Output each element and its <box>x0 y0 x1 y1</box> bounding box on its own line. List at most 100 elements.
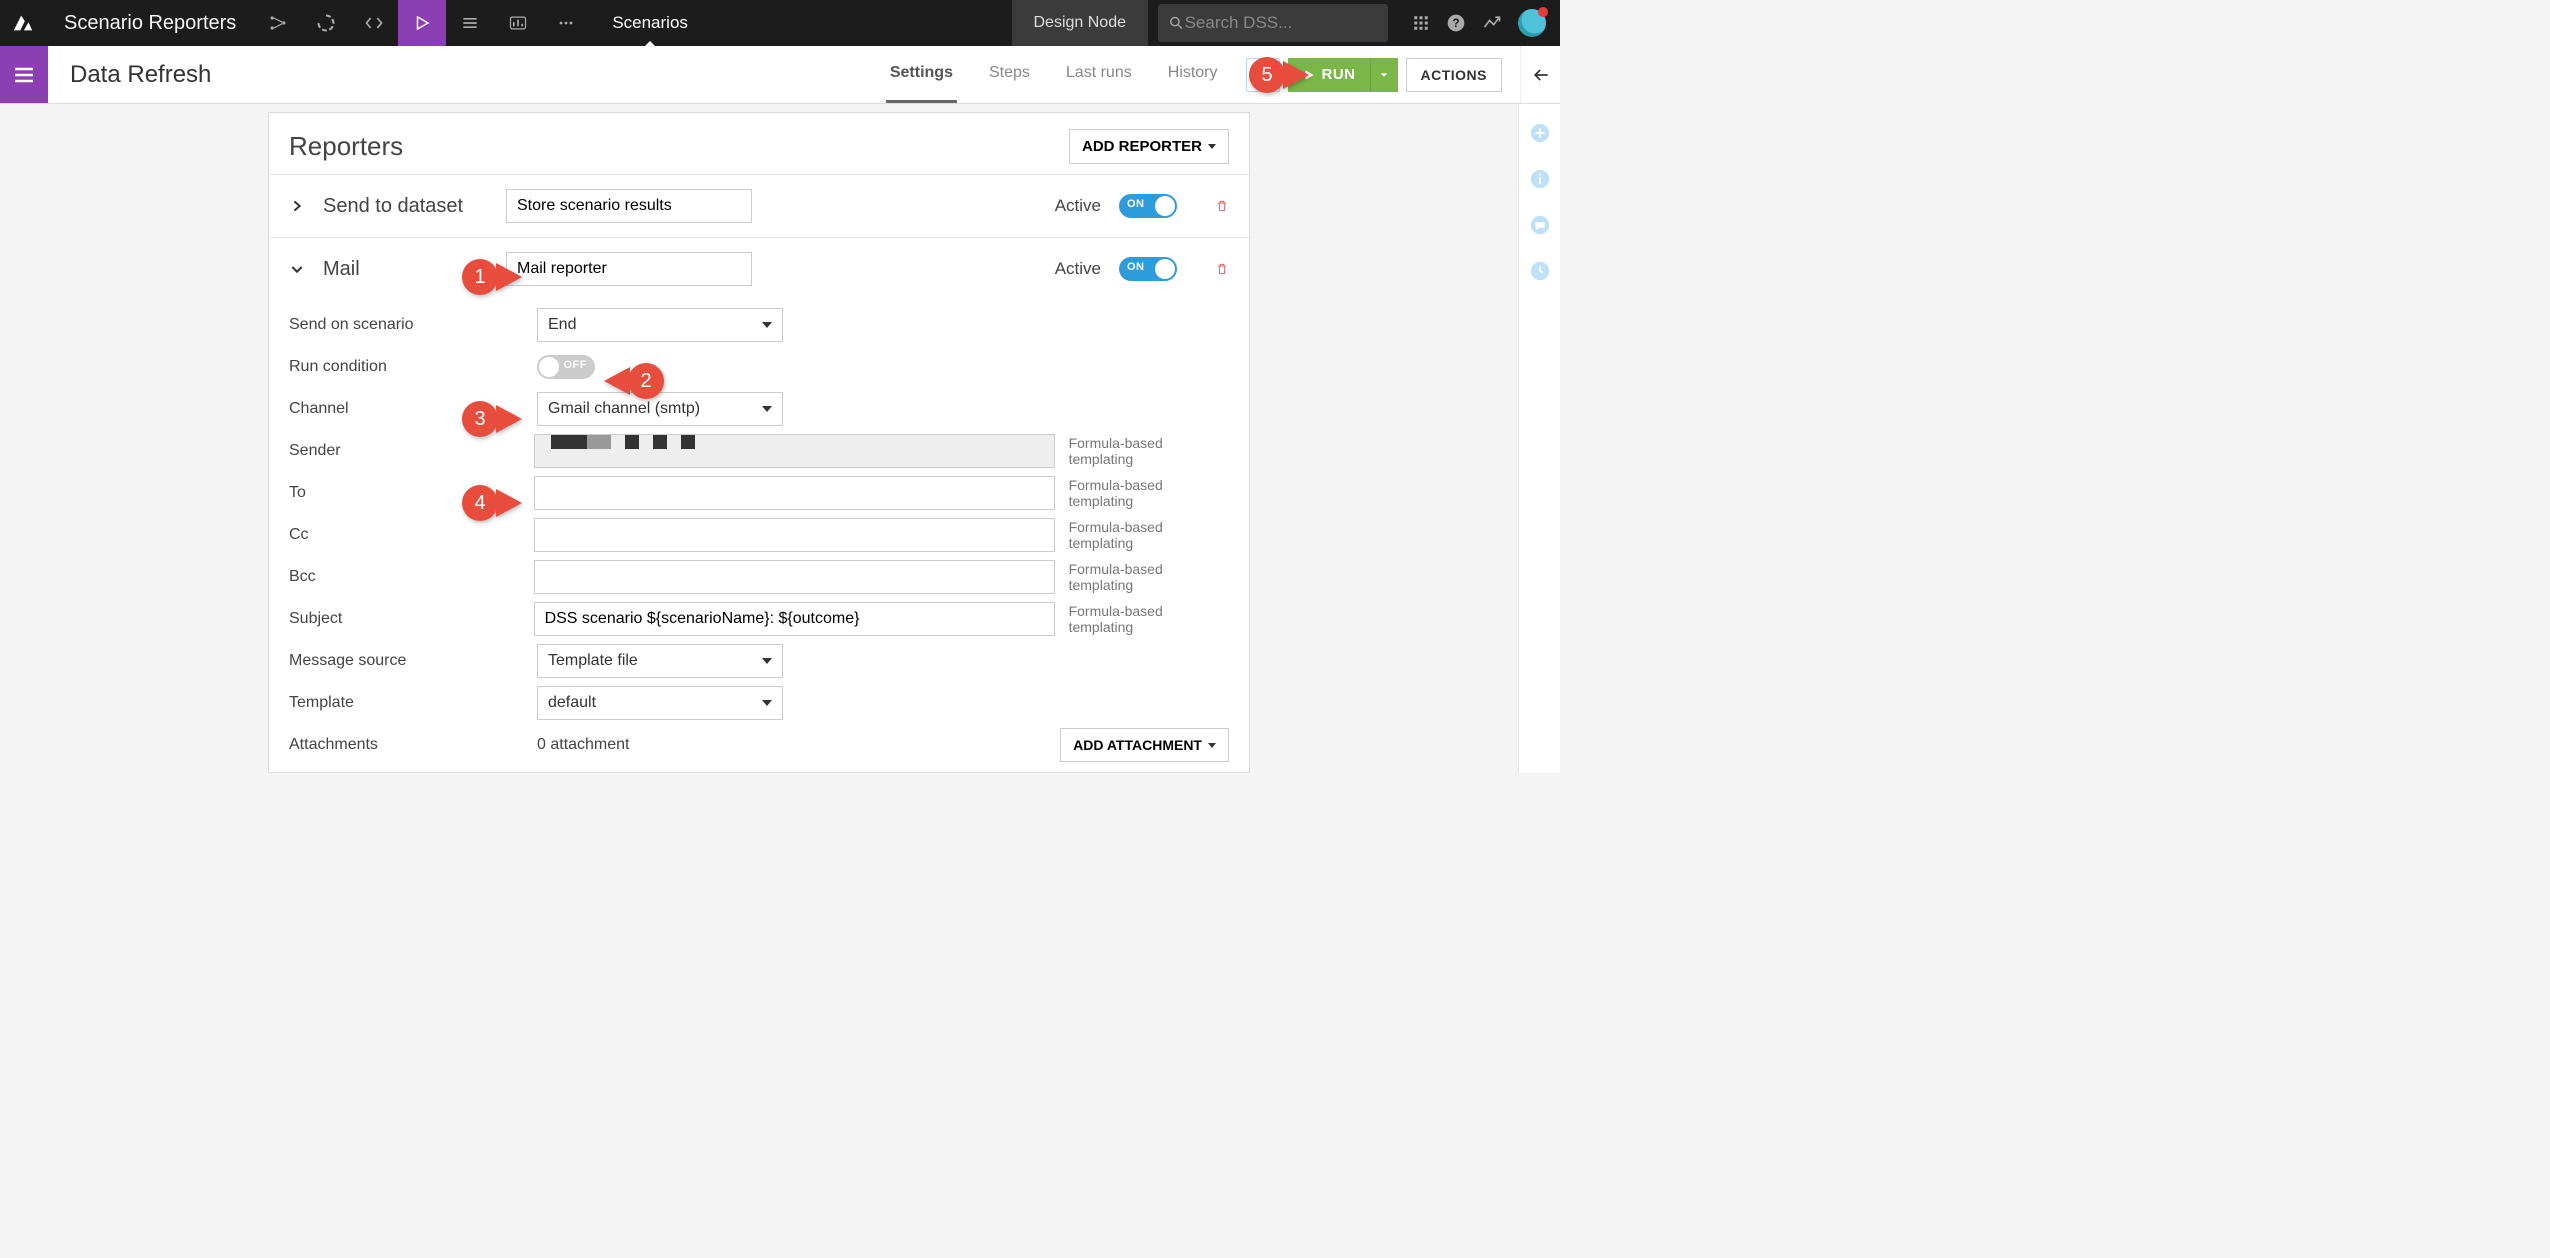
panel-heading: Reporters <box>289 131 403 162</box>
chevron-down-icon <box>762 700 772 706</box>
dashboard-icon[interactable] <box>494 0 542 46</box>
run-label: RUN <box>1322 66 1356 83</box>
chevron-down-icon <box>762 406 772 412</box>
label-subject: Subject <box>289 610 534 628</box>
right-rail <box>1518 104 1560 773</box>
reporter-row-dataset: Send to dataset Active ON <box>269 174 1249 237</box>
hint-cc: Formula-based templating <box>1069 519 1229 551</box>
top-nav-icons <box>254 0 590 46</box>
trash-icon[interactable] <box>1215 262 1229 276</box>
input-bcc[interactable] <box>534 560 1055 594</box>
reporter-name-input[interactable] <box>506 252 752 286</box>
top-bar: Scenario Reporters Scenarios Design Node… <box>0 0 1560 46</box>
reporter-name: Send to dataset <box>323 195 488 218</box>
chevron-down-icon <box>1208 743 1216 748</box>
label-to: To <box>289 484 534 502</box>
circle-icon[interactable] <box>302 0 350 46</box>
chevron-down-icon <box>762 658 772 664</box>
info-circle-icon[interactable] <box>1529 168 1551 190</box>
run-condition-toggle[interactable]: OFF <box>537 355 595 379</box>
chevron-down-icon <box>762 322 772 328</box>
hint-bcc: Formula-based templating <box>1069 561 1229 593</box>
clock-circle-icon[interactable] <box>1529 260 1551 282</box>
reporter-row-mail: Mail Active ON <box>269 237 1249 300</box>
hint-subject: Formula-based templating <box>1069 603 1229 635</box>
topbar-right-icons: ? <box>1398 0 1560 46</box>
svg-text:?: ? <box>1452 17 1459 30</box>
input-to[interactable] <box>534 476 1055 510</box>
run-button[interactable]: RUN <box>1288 58 1370 92</box>
label-attachments: Attachments <box>289 736 537 754</box>
label-sender: Sender <box>289 442 534 460</box>
add-reporter-button[interactable]: ADD REPORTER <box>1069 129 1229 164</box>
tab-settings[interactable]: Settings <box>886 46 957 103</box>
tab-scenarios[interactable]: Scenarios <box>590 0 710 46</box>
reporter-name-input[interactable] <box>506 189 752 223</box>
project-name[interactable]: Scenario Reporters <box>46 0 254 46</box>
search-icon <box>1168 14 1185 32</box>
sub-nav: Data Refresh Settings Steps Last runs Hi… <box>0 46 1560 104</box>
code-icon[interactable] <box>350 0 398 46</box>
save-icon <box>1254 66 1272 84</box>
flow-icon[interactable] <box>254 0 302 46</box>
trash-icon[interactable] <box>1215 199 1229 213</box>
back-arrow-icon[interactable] <box>1520 46 1560 103</box>
select-channel[interactable]: Gmail channel (smtp) <box>537 392 783 426</box>
app-logo-icon[interactable] <box>0 0 46 46</box>
select-send-on-scenario[interactable]: End <box>537 308 783 342</box>
add-reporter-label: ADD REPORTER <box>1082 138 1202 155</box>
select-template[interactable]: default <box>537 686 783 720</box>
input-cc[interactable] <box>534 518 1055 552</box>
label-template: Template <box>289 694 537 712</box>
add-attachment-label: ADD ATTACHMENT <box>1073 737 1202 753</box>
hint-sender: Formula-based templating <box>1069 435 1229 467</box>
tab-history[interactable]: History <box>1164 46 1222 103</box>
play-icon <box>1302 68 1316 82</box>
activity-icon[interactable] <box>1482 13 1502 33</box>
chevron-down-icon <box>1379 70 1389 80</box>
play-icon[interactable] <box>398 0 446 46</box>
label-send-on-scenario: Send on scenario <box>289 316 537 334</box>
active-label: Active <box>1055 196 1101 216</box>
search-input[interactable] <box>1185 13 1378 33</box>
save-button[interactable] <box>1246 58 1280 92</box>
chevron-down-icon <box>1208 144 1216 149</box>
run-dropdown-button[interactable] <box>1370 58 1398 92</box>
user-avatar-icon[interactable] <box>1518 9 1546 37</box>
tab-steps[interactable]: Steps <box>985 46 1034 103</box>
label-channel: Channel <box>289 400 537 418</box>
stack-icon[interactable] <box>446 0 494 46</box>
chevron-down-icon[interactable] <box>289 261 305 277</box>
select-message-source[interactable]: Template file <box>537 644 783 678</box>
subnav-actions: RUN ACTIONS <box>1246 58 1521 92</box>
plus-circle-icon[interactable] <box>1529 122 1551 144</box>
apps-icon[interactable] <box>1412 14 1430 32</box>
reporter-name: Mail <box>323 258 488 281</box>
add-attachment-button[interactable]: ADD ATTACHMENT <box>1060 728 1229 762</box>
mail-form: Send on scenario End Run condition OFF C… <box>269 300 1249 786</box>
more-icon[interactable] <box>542 0 590 46</box>
actions-button[interactable]: ACTIONS <box>1406 58 1503 92</box>
active-label: Active <box>1055 259 1101 279</box>
help-icon[interactable]: ? <box>1446 13 1466 33</box>
chevron-right-icon[interactable] <box>289 198 305 214</box>
global-search[interactable] <box>1158 4 1388 42</box>
scenario-tabs: Settings Steps Last runs History <box>886 46 1246 103</box>
label-bcc: Bcc <box>289 568 534 586</box>
active-toggle[interactable]: ON <box>1119 257 1177 281</box>
redacted-sender <box>545 435 1044 449</box>
attachments-count: 0 attachment <box>537 736 630 754</box>
tab-last-runs[interactable]: Last runs <box>1062 46 1136 103</box>
active-toggle[interactable]: ON <box>1119 194 1177 218</box>
input-sender <box>534 434 1055 468</box>
label-run-condition: Run condition <box>289 358 537 376</box>
label-message-source: Message source <box>289 652 537 670</box>
label-cc: Cc <box>289 526 534 544</box>
design-node-label[interactable]: Design Node <box>1012 0 1149 46</box>
input-subject[interactable] <box>534 602 1055 636</box>
hamburger-icon[interactable] <box>0 46 48 103</box>
reporters-panel: Reporters ADD REPORTER Send to dataset A… <box>268 112 1250 773</box>
hint-to: Formula-based templating <box>1069 477 1229 509</box>
chat-circle-icon[interactable] <box>1529 214 1551 236</box>
scenario-title: Data Refresh <box>48 61 233 89</box>
